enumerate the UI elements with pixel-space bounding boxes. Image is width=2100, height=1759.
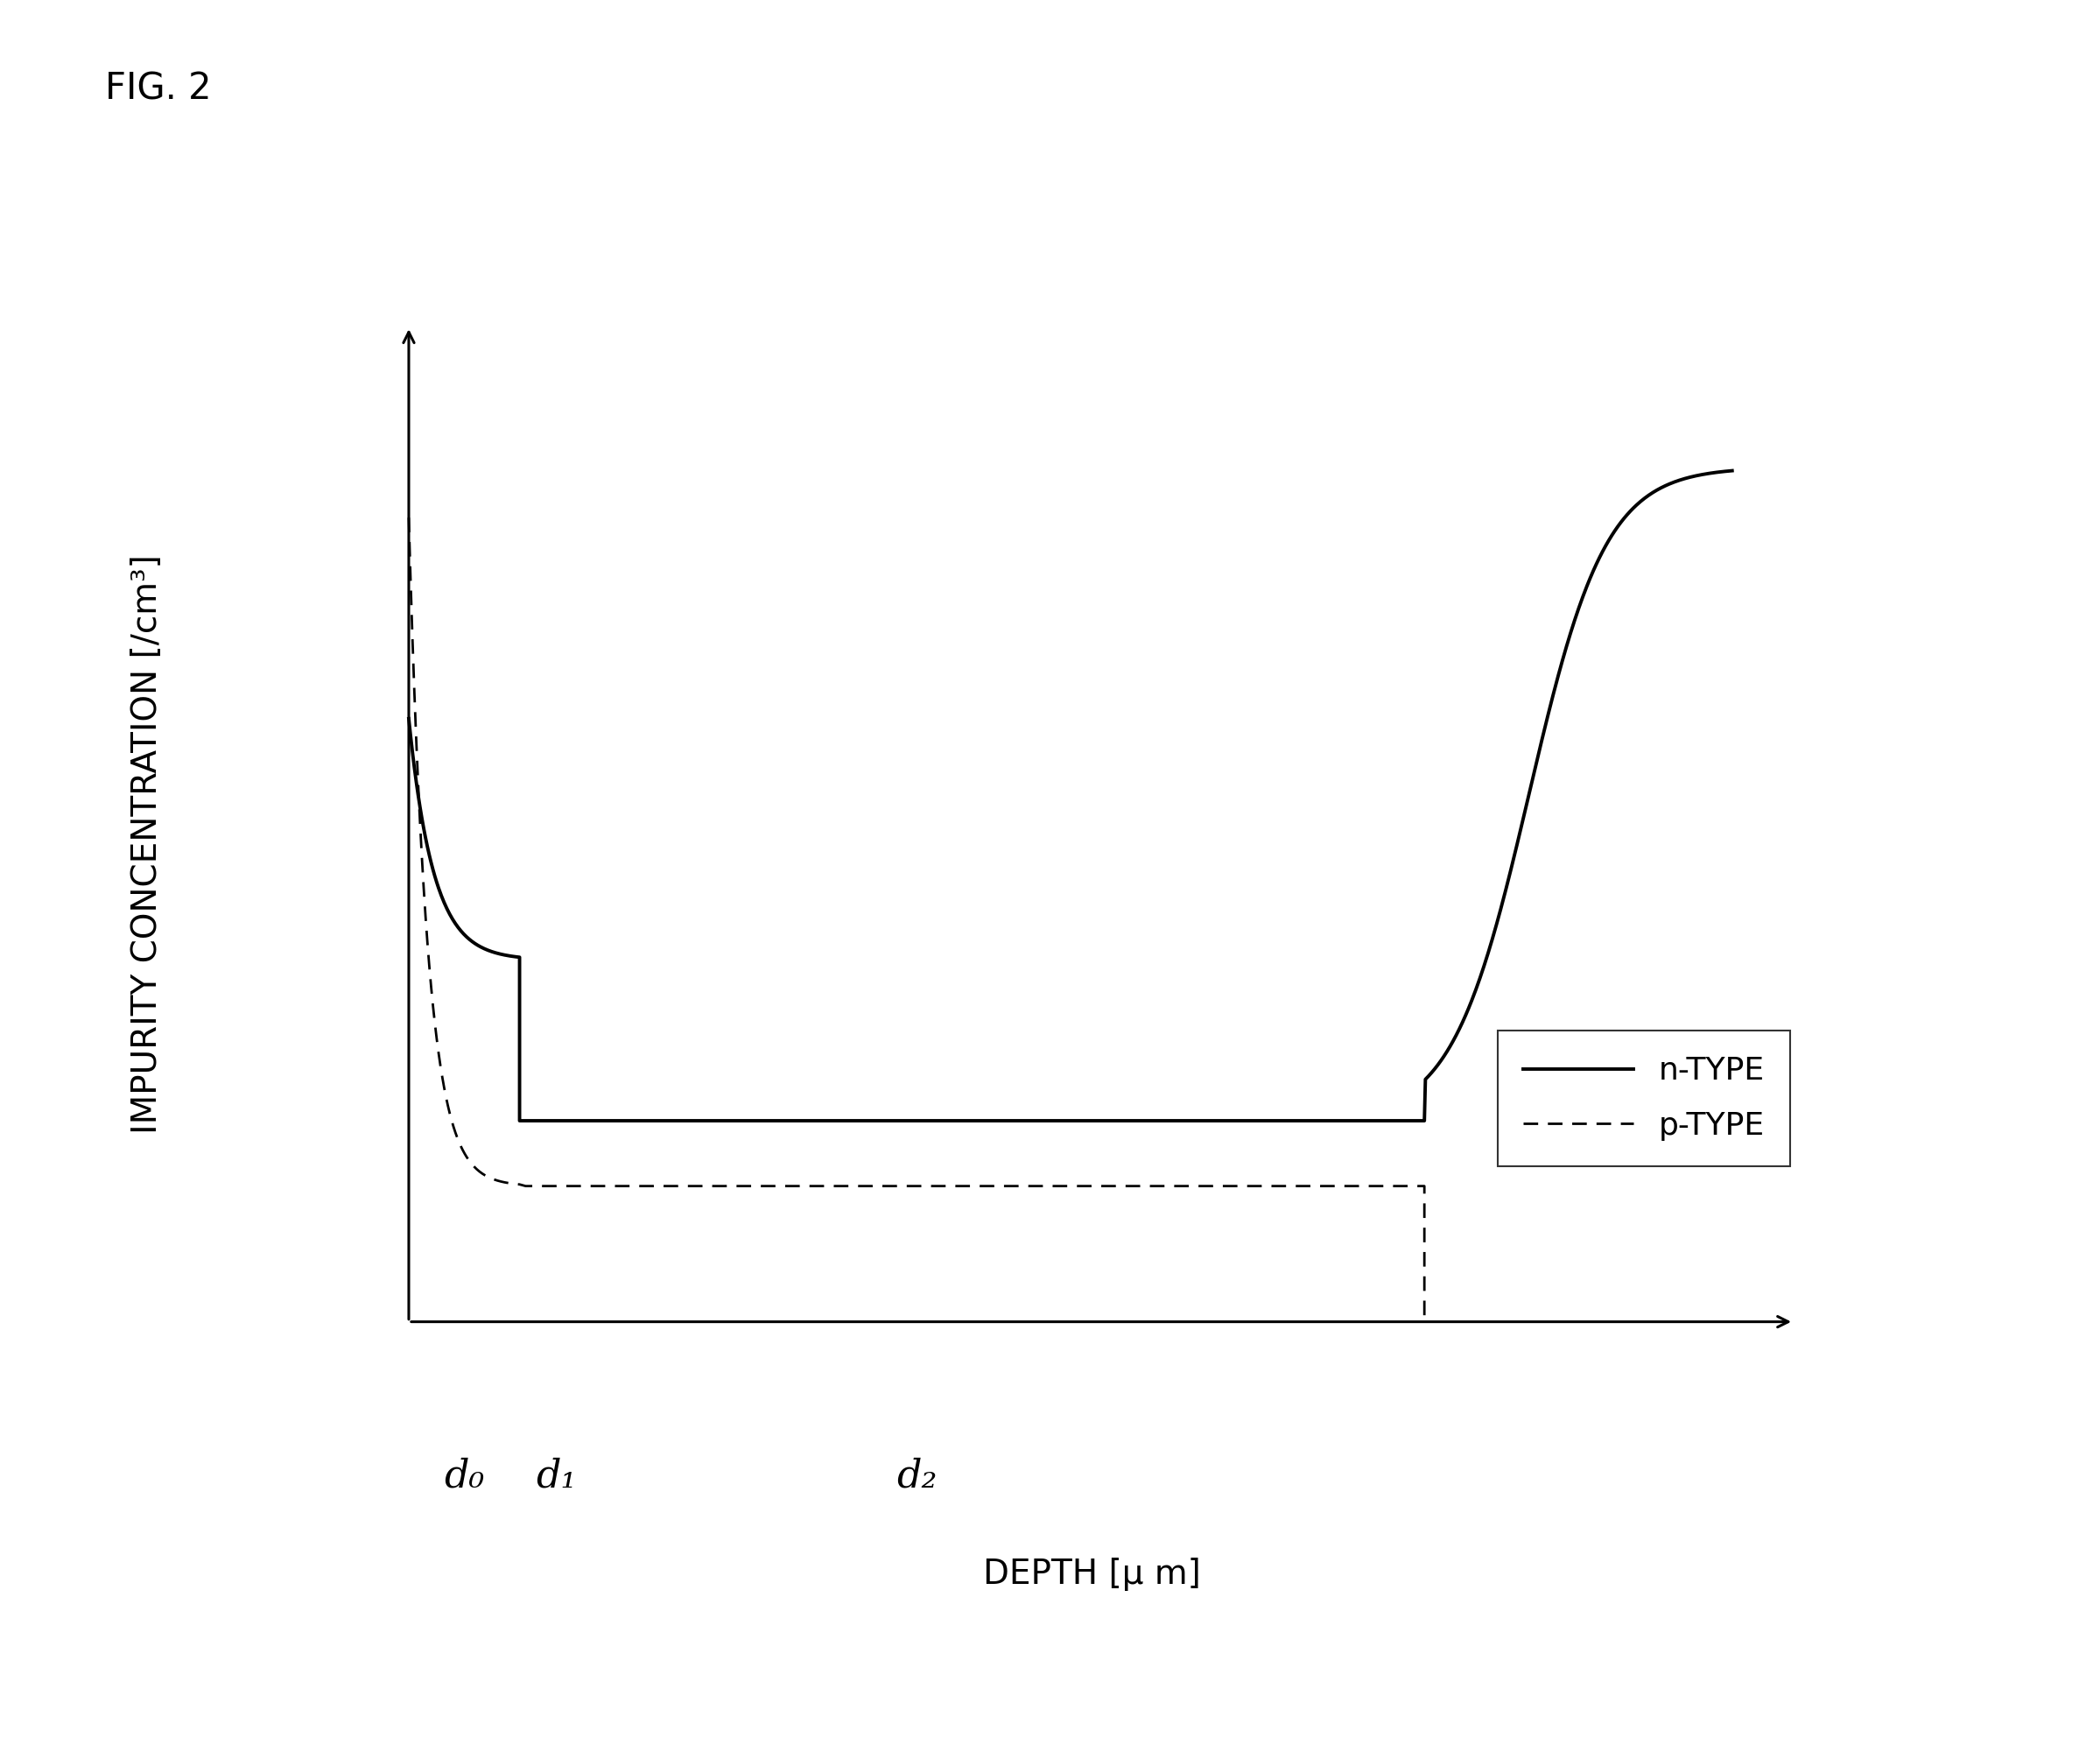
- Text: d₁: d₁: [536, 1458, 578, 1495]
- Text: FIG. 2: FIG. 2: [105, 70, 212, 107]
- Text: IMPURITY CONCENTRATION [/cm³]: IMPURITY CONCENTRATION [/cm³]: [130, 554, 164, 1135]
- Text: d₂: d₂: [897, 1458, 937, 1495]
- Legend: n-TYPE, p-TYPE: n-TYPE, p-TYPE: [1497, 1031, 1789, 1166]
- Text: DEPTH [μ m]: DEPTH [μ m]: [983, 1558, 1201, 1590]
- Text: d₀: d₀: [443, 1458, 485, 1495]
